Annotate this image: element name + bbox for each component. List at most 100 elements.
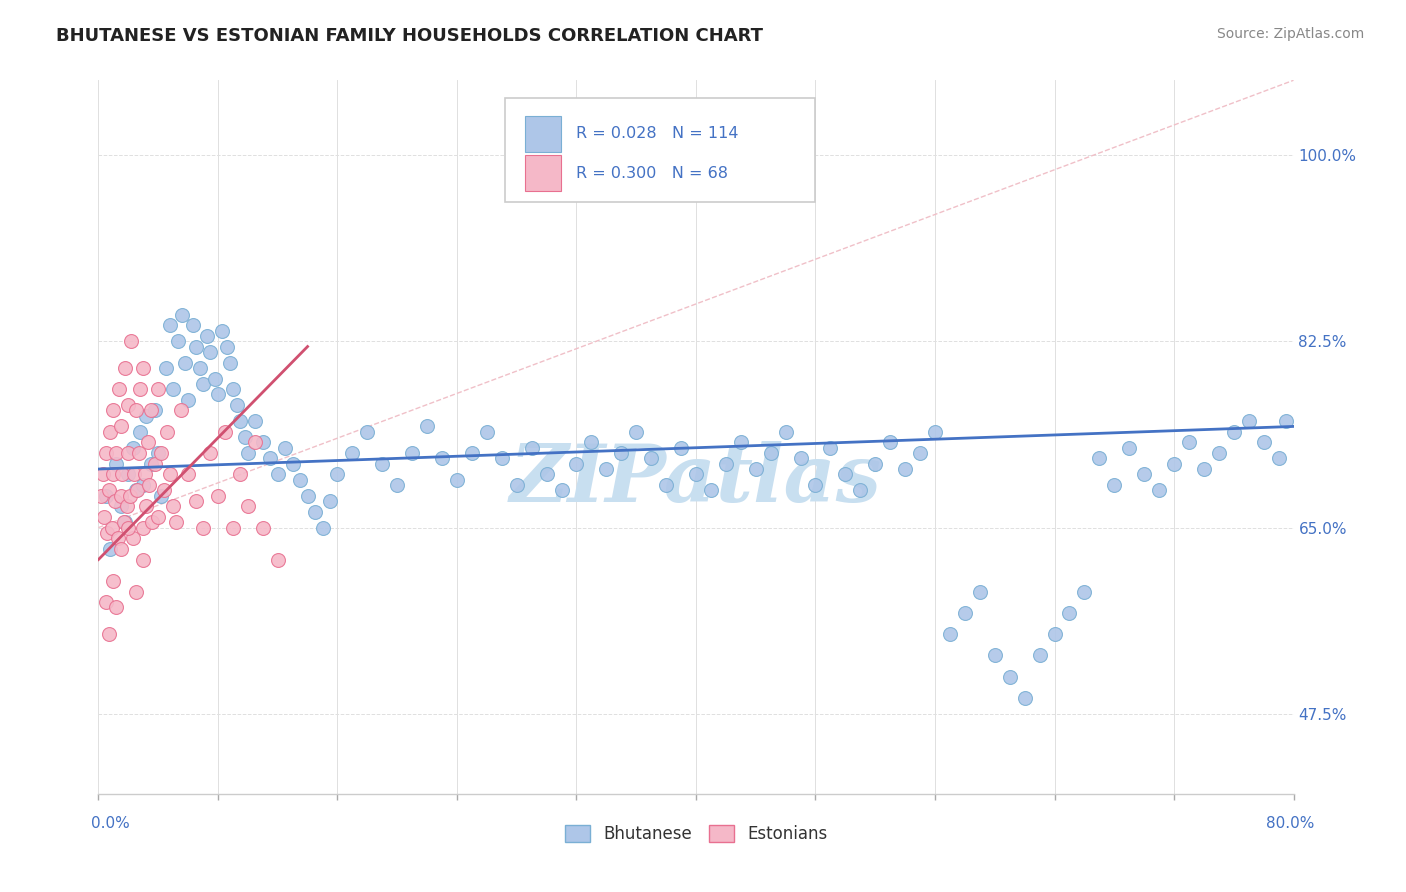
Point	[640, 451, 662, 466]
Point	[110, 541, 132, 556]
Point	[165, 516, 187, 530]
Point	[1192, 462, 1215, 476]
Point	[184, 340, 207, 354]
Point	[759, 446, 782, 460]
Point	[105, 446, 128, 460]
Point	[103, 467, 125, 482]
Point	[200, 344, 222, 359]
Point	[129, 382, 152, 396]
Point	[1163, 457, 1185, 471]
Point	[132, 552, 155, 566]
Point	[125, 403, 148, 417]
Point	[626, 425, 648, 439]
Point	[128, 446, 150, 460]
Point	[536, 467, 558, 482]
Point	[91, 467, 114, 482]
Point	[111, 467, 134, 482]
Point	[371, 457, 394, 471]
Point	[169, 403, 191, 417]
Point	[595, 462, 617, 476]
Point	[1147, 483, 1170, 498]
Point	[132, 360, 155, 375]
Point	[655, 478, 678, 492]
Point	[162, 382, 184, 396]
Point	[446, 473, 468, 487]
Point	[236, 500, 259, 514]
Point	[1104, 478, 1126, 492]
Point	[155, 360, 177, 375]
Point	[311, 520, 333, 534]
Point	[879, 435, 901, 450]
Point	[215, 340, 238, 354]
Point	[129, 425, 152, 439]
Point	[281, 457, 304, 471]
Text: 80.0%: 80.0%	[1267, 816, 1315, 831]
Point	[610, 446, 633, 460]
Point	[172, 308, 194, 322]
Point	[385, 478, 409, 492]
Point	[834, 467, 856, 482]
Point	[94, 489, 117, 503]
Point	[97, 627, 120, 641]
Point	[356, 425, 378, 439]
Text: BHUTANESE VS ESTONIAN FAMILY HOUSEHOLDS CORRELATION CHART: BHUTANESE VS ESTONIAN FAMILY HOUSEHOLDS …	[56, 27, 763, 45]
Point	[222, 382, 245, 396]
Point	[184, 494, 207, 508]
Point	[139, 457, 162, 471]
Point	[326, 467, 349, 482]
Point	[118, 489, 141, 503]
Point	[211, 324, 233, 338]
Point	[143, 403, 166, 417]
Point	[1028, 648, 1050, 663]
FancyBboxPatch shape	[524, 116, 561, 152]
Point	[953, 606, 976, 620]
Point	[112, 516, 135, 530]
Point	[581, 435, 603, 450]
Point	[150, 489, 173, 503]
Point	[135, 500, 157, 514]
Point	[714, 457, 737, 471]
Point	[924, 425, 946, 439]
Point	[177, 392, 200, 407]
Point	[138, 478, 160, 492]
Point	[222, 520, 245, 534]
Point	[121, 531, 143, 545]
Point	[96, 525, 118, 540]
Point	[191, 520, 214, 534]
Point	[105, 600, 128, 615]
Point	[125, 584, 148, 599]
Point	[134, 467, 156, 482]
Point	[416, 419, 439, 434]
Point	[120, 334, 142, 349]
Point	[98, 425, 122, 439]
Text: Source: ZipAtlas.com: Source: ZipAtlas.com	[1216, 27, 1364, 41]
Point	[143, 457, 166, 471]
Point	[939, 627, 962, 641]
Point	[267, 467, 290, 482]
Point	[1043, 627, 1066, 641]
Point	[804, 478, 827, 492]
Point	[506, 478, 529, 492]
Point	[188, 360, 211, 375]
Point	[121, 441, 143, 455]
Point	[148, 446, 170, 460]
Point	[274, 441, 297, 455]
Point	[124, 467, 146, 482]
Point	[219, 355, 242, 369]
Point	[236, 446, 259, 460]
Text: R = 0.028   N = 114: R = 0.028 N = 114	[576, 127, 740, 141]
Point	[789, 451, 811, 466]
Point	[226, 398, 249, 412]
Point	[969, 584, 991, 599]
Point	[110, 419, 132, 434]
Point	[103, 574, 125, 588]
Point	[135, 409, 157, 423]
Point	[191, 376, 214, 391]
Point	[94, 446, 117, 460]
Point	[401, 446, 423, 460]
Point	[288, 473, 311, 487]
Point	[252, 435, 274, 450]
Point	[984, 648, 1007, 663]
Point	[1208, 446, 1230, 460]
Point	[214, 425, 236, 439]
